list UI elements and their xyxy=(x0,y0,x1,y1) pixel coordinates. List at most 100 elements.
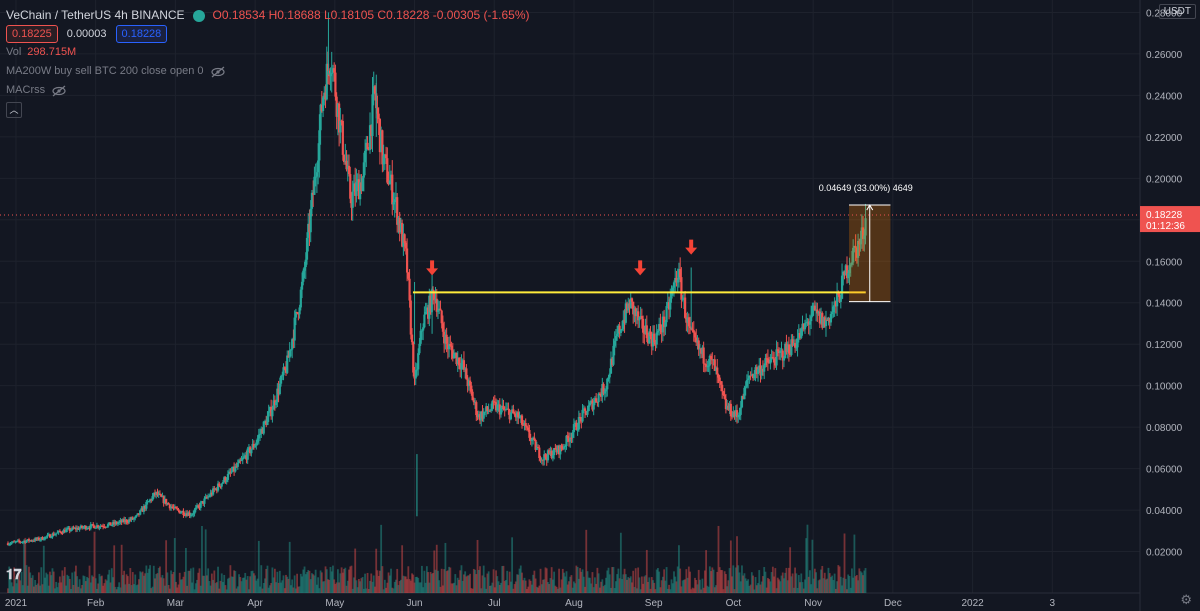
candle-body xyxy=(565,435,568,447)
volume-bar xyxy=(654,589,657,593)
candle-body xyxy=(640,316,643,319)
candle-body xyxy=(228,471,231,475)
candle-body xyxy=(137,513,141,515)
volume-bar xyxy=(293,575,296,593)
candle-body xyxy=(202,501,205,504)
volume-bar xyxy=(181,579,184,593)
candle-body xyxy=(530,439,533,441)
legend-row-indicator-macross[interactable]: MACrss xyxy=(6,81,530,100)
volume-bar xyxy=(476,539,479,593)
buy-button[interactable]: 0.18228 xyxy=(115,25,168,43)
volume-bar xyxy=(173,538,176,593)
volume-bar xyxy=(801,582,804,593)
candle-body xyxy=(863,235,866,239)
candle-body xyxy=(89,524,92,529)
volume-bar xyxy=(348,569,350,593)
candle-body xyxy=(426,307,430,319)
candle-body xyxy=(302,270,305,282)
volume-bar xyxy=(652,580,654,593)
volume-bar xyxy=(749,584,752,593)
candle-body xyxy=(324,92,327,100)
volume-bar xyxy=(440,568,443,593)
volume-bar xyxy=(528,579,531,593)
volume-bar xyxy=(109,582,112,593)
volume-bar xyxy=(292,587,295,593)
candle-body xyxy=(226,474,230,480)
volume-bar xyxy=(853,534,856,593)
volume-bar xyxy=(485,588,488,593)
candle-body xyxy=(317,160,320,173)
candle-body xyxy=(529,437,532,441)
candle-body xyxy=(268,406,272,412)
candle-body xyxy=(843,271,846,276)
time-tick-label: Sep xyxy=(645,598,663,609)
volume-bar xyxy=(230,576,233,593)
tradingview-logo-icon[interactable]: 𝟏𝟕 xyxy=(6,566,22,582)
volume-bar xyxy=(597,573,600,593)
settings-gear-icon[interactable]: ⚙ xyxy=(1180,592,1192,607)
legend-row-volume[interactable]: Vol 298.715M xyxy=(6,43,530,62)
volume-bar xyxy=(24,537,27,593)
candle-body xyxy=(338,103,341,133)
candle-body xyxy=(283,367,286,369)
candle-body xyxy=(539,458,542,461)
arrow-down-icon[interactable] xyxy=(426,260,439,276)
candle-body xyxy=(401,222,404,247)
volume-bar xyxy=(327,579,329,593)
candle-body xyxy=(82,527,85,529)
hidden-eye-icon[interactable] xyxy=(51,85,67,97)
candle-body xyxy=(153,492,157,495)
volume-bar xyxy=(390,568,392,593)
volume-bar xyxy=(228,577,231,593)
volume-bar xyxy=(752,575,754,593)
candle-body xyxy=(74,527,78,530)
candle-body xyxy=(221,482,225,484)
candle-body xyxy=(602,384,605,394)
candle-body xyxy=(224,477,227,482)
candle-body xyxy=(524,423,527,427)
symbol-title[interactable]: VeChain / TetherUS 4h BINANCE xyxy=(6,8,185,22)
volume-bar xyxy=(50,575,53,593)
hidden-eye-icon[interactable] xyxy=(210,66,226,78)
candle-body xyxy=(172,507,175,509)
candle-body xyxy=(734,410,737,417)
arrow-down-icon[interactable] xyxy=(685,239,698,255)
collapse-legend-button[interactable]: ︿ xyxy=(6,102,22,118)
volume-bar xyxy=(657,567,659,593)
volume-bar xyxy=(605,577,607,593)
candle-body xyxy=(350,198,353,208)
price-tick-label: 0.10000 xyxy=(1146,382,1183,393)
current-price-value: 0.18228 xyxy=(1146,210,1183,221)
candle-body xyxy=(616,334,619,336)
candle-body xyxy=(225,479,228,482)
sell-button[interactable]: 0.18225 xyxy=(6,25,58,43)
currency-button[interactable]: USDT xyxy=(1158,4,1196,19)
legend-row-indicator-ma[interactable]: MA200W buy sell BTC 200 close open 0 xyxy=(6,62,530,81)
candle-body xyxy=(88,527,91,529)
volume-bar xyxy=(369,580,371,593)
candle-body xyxy=(798,332,802,338)
candle-body xyxy=(356,179,359,183)
candle-body xyxy=(462,360,466,370)
candle-body xyxy=(861,227,865,239)
candle-body xyxy=(467,380,470,387)
candle-body xyxy=(92,524,95,526)
candle-body xyxy=(606,378,609,390)
volume-bar xyxy=(474,569,476,593)
volume-bar xyxy=(681,580,684,593)
candle-body xyxy=(618,325,621,334)
volume-bar xyxy=(682,579,685,593)
candle-body xyxy=(523,423,526,426)
arrow-down-icon[interactable] xyxy=(634,260,647,276)
candle-body xyxy=(507,408,510,410)
candle-body xyxy=(286,355,289,373)
volume-bar xyxy=(708,566,711,593)
candle-body xyxy=(87,527,90,529)
volume-bar xyxy=(177,584,180,593)
volume-bar xyxy=(107,574,109,593)
candle-body xyxy=(378,118,382,153)
price-tick-label: 0.22000 xyxy=(1146,133,1183,144)
price-tick-label: 0.02000 xyxy=(1146,548,1183,559)
